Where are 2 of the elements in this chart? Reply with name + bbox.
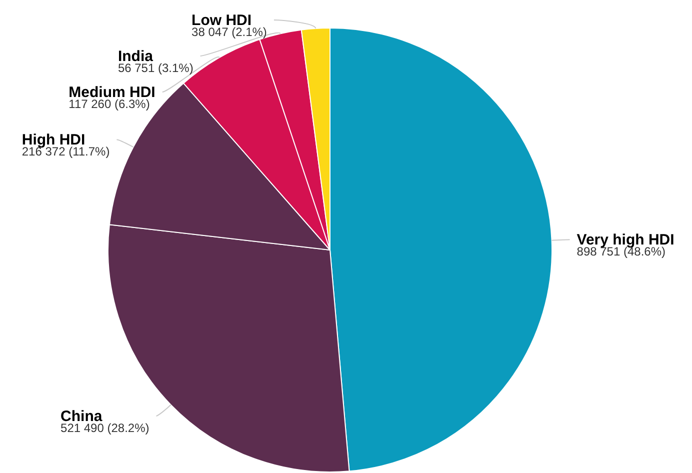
data-label: 38 047 (2.1%) — [192, 25, 267, 39]
data-label: 117 260 (6.3%) — [68, 97, 150, 111]
